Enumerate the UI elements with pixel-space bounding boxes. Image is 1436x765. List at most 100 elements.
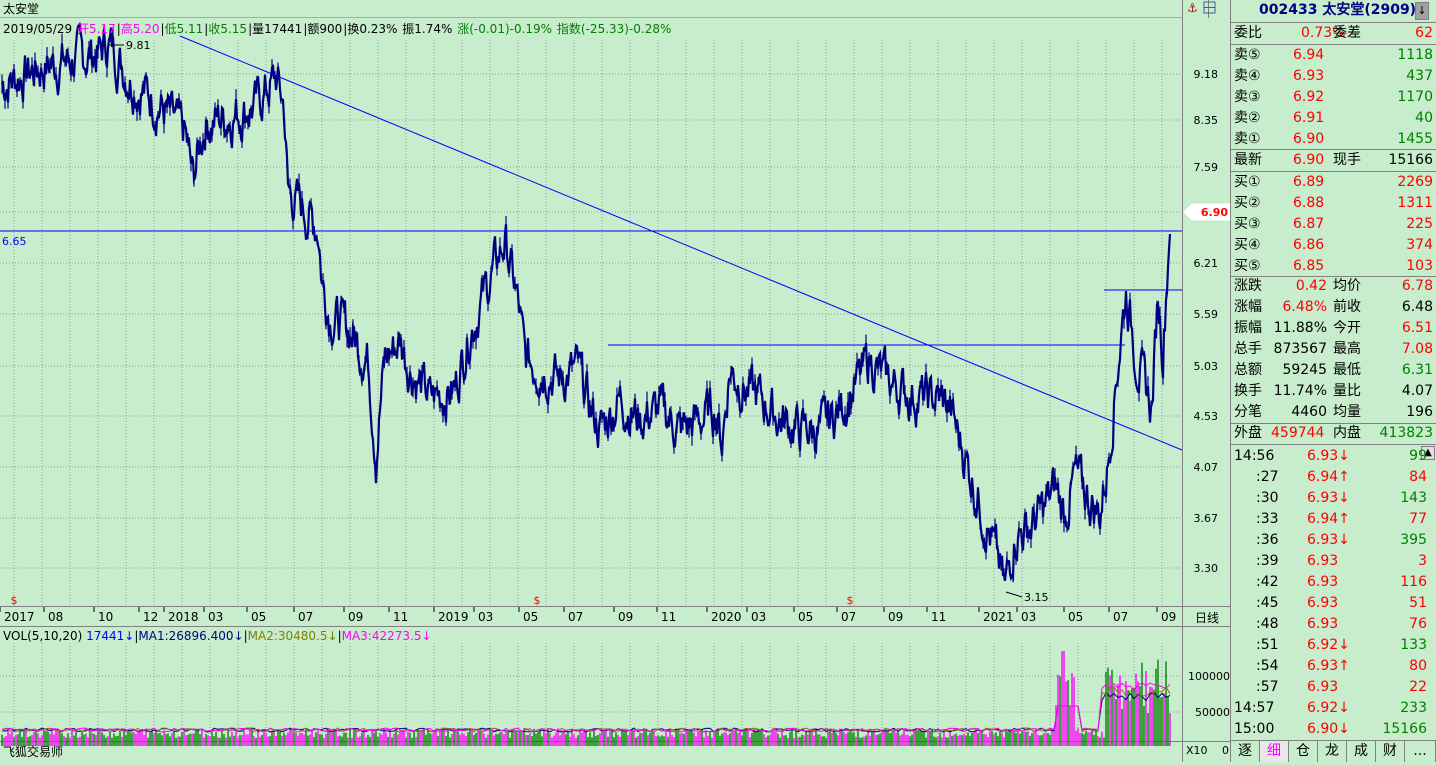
- stats-row: 振幅 11.88% 今开 6.51: [1231, 318, 1436, 339]
- tick-volume: 99: [1409, 448, 1427, 464]
- tick-row: :48 6.93 76: [1231, 614, 1436, 635]
- vol-ma1: MA1:26896.400↓: [138, 629, 244, 643]
- price-tick-label: 9.18: [1194, 68, 1219, 81]
- tick-price: 6.93: [1307, 553, 1339, 569]
- tick-price: 6.92↓: [1307, 637, 1350, 653]
- min-price-label: 3.15: [1024, 591, 1049, 604]
- quote-panel: 002433 太安堂(2909) ↓ 委比 0.73% 委差 62 卖⑤ 6.94…: [1230, 0, 1436, 762]
- stats-row: 换手 11.74% 量比 4.07: [1231, 381, 1436, 402]
- bid-label: 买④: [1234, 237, 1261, 253]
- panel-tab[interactable]: 逐: [1231, 741, 1260, 762]
- divider: [1231, 171, 1436, 172]
- stat-label: 均价: [1333, 278, 1361, 294]
- outer-inner-row: 外盘 459744 内盘 413823: [1231, 423, 1436, 444]
- tick-time: :48: [1256, 616, 1279, 632]
- stat-value: 196: [1406, 404, 1433, 420]
- date-tick-label: 05: [523, 610, 538, 624]
- price-tick-label: 7.59: [1194, 161, 1219, 174]
- ask-row: 卖⑤ 6.94 1118: [1231, 45, 1436, 66]
- ask-row: 卖① 6.90 1455: [1231, 129, 1436, 150]
- last-value: 6.90: [1293, 152, 1325, 168]
- panel-tab[interactable]: 龙: [1318, 741, 1347, 762]
- vol-ma2: MA2:30480.5↓: [247, 629, 338, 643]
- stat-value: 0.42: [1295, 278, 1327, 294]
- tick-time: 14:56: [1234, 448, 1275, 464]
- stats-row: 总手 873567 最高 7.08: [1231, 339, 1436, 360]
- date-tick-label: 09: [888, 610, 903, 624]
- scroll-up-icon[interactable]: ▲: [1421, 446, 1435, 460]
- last-label: 最新: [1234, 152, 1262, 168]
- stat-label: 涨跌: [1234, 278, 1262, 294]
- ask-label: 卖④: [1234, 68, 1261, 84]
- price-wicks: [1, 22, 1170, 583]
- date-tick-label: 03: [478, 610, 493, 624]
- date-tick-label: 08: [48, 610, 63, 624]
- panel-tab[interactable]: 财: [1376, 741, 1405, 762]
- vol-title: VOL(5,10,20): [3, 629, 83, 643]
- xianshou-label: 现手: [1333, 152, 1361, 168]
- weicha-label: 委差: [1333, 25, 1361, 41]
- ask-volume: 1118: [1397, 47, 1433, 63]
- panel-tab[interactable]: 成: [1347, 741, 1376, 762]
- stat-value: 11.88%: [1273, 320, 1327, 336]
- last-price-row: 最新 6.90 现手 15166: [1231, 150, 1436, 171]
- anchor-icon[interactable]: ⚓: [1187, 1, 1198, 15]
- tick-volume: 116: [1400, 574, 1427, 590]
- date-tick-label: 10: [98, 610, 113, 624]
- xianshou-value: 15166: [1388, 152, 1433, 168]
- tick-row: 14:57 6.92↓ 233: [1231, 698, 1436, 719]
- tick-time: :57: [1256, 679, 1279, 695]
- volume-bars: [1, 651, 1171, 746]
- weibi-row: 委比 0.73% 委差 62: [1231, 23, 1436, 44]
- tick-row: :54 6.93↑ 80: [1231, 656, 1436, 677]
- bid-price: 6.89: [1293, 174, 1325, 190]
- bid-row: 买① 6.89 2269: [1231, 172, 1436, 193]
- panel-tab[interactable]: 仓: [1289, 741, 1318, 762]
- price-tick-label: 6.21: [1194, 257, 1219, 270]
- bid-row: 买⑤ 6.85 103: [1231, 256, 1436, 277]
- stats-row: 涨跌 0.42 均价 6.78: [1231, 276, 1436, 297]
- date-tick-label: 03: [751, 610, 766, 624]
- divider: [1231, 423, 1436, 424]
- bid-row: 买④ 6.86 374: [1231, 235, 1436, 256]
- volume-indicator-bar: VOL(5,10,20) 17441↓|MA1:26896.400↓|MA2:3…: [3, 629, 432, 643]
- info-index: 指数(-25.33)-0.28%: [556, 22, 672, 36]
- zoom-label[interactable]: X10: [1186, 744, 1208, 757]
- panel-toggle-icon[interactable]: ↓: [1415, 2, 1429, 20]
- tick-time: :45: [1256, 595, 1279, 611]
- stats-row: 分笔 4460 均量 196: [1231, 402, 1436, 423]
- stat-label: 今开: [1333, 320, 1361, 336]
- tick-volume: 76: [1409, 616, 1427, 632]
- tick-volume: 77: [1409, 511, 1427, 527]
- ask-volume: 40: [1415, 110, 1433, 126]
- ask-price: 6.93: [1293, 68, 1325, 84]
- date-tick-label: 07: [841, 610, 856, 624]
- price-series: [0, 22, 1172, 582]
- date-tick-label: 07: [298, 610, 313, 624]
- bid-volume: 1311: [1397, 195, 1433, 211]
- panel-tab[interactable]: ...: [1405, 741, 1436, 762]
- kline-chart[interactable]: 9.18 8.35 7.59 6.90 6.21 5.59 5.03 4.53 4.07 3.67…: [0, 0, 1231, 762]
- ask-volume: 1455: [1397, 131, 1433, 147]
- tick-time: :39: [1256, 553, 1279, 569]
- tick-price: 6.93: [1307, 574, 1339, 590]
- tick-price: 6.90↓: [1307, 721, 1350, 737]
- bid-price: 6.88: [1293, 195, 1325, 211]
- stock-title: 太安堂: [3, 2, 40, 16]
- stats-row: 涨幅 6.48% 前收 6.48: [1231, 297, 1436, 318]
- bid-price: 6.87: [1293, 216, 1325, 232]
- date-tick-label: 03: [1021, 610, 1036, 624]
- stat-label: 量比: [1333, 383, 1361, 399]
- ask-price: 6.91: [1293, 110, 1325, 126]
- period-label[interactable]: 日线: [1195, 611, 1219, 625]
- tick-volume: 80: [1409, 658, 1427, 674]
- date-tick-label: 07: [1113, 610, 1128, 624]
- kline-chart-area[interactable]: 9.18 8.35 7.59 6.90 6.21 5.59 5.03 4.53 4.07 3.67…: [0, 0, 1231, 762]
- tick-price: 6.93↓: [1307, 532, 1350, 548]
- weicha-value: 62: [1415, 25, 1433, 41]
- panel-tab[interactable]: 细: [1260, 741, 1289, 762]
- tick-volume: 143: [1400, 490, 1427, 506]
- ohlc-info-bar: 2019/05/29 开5.17|高5.20|低5.11|收5.15|量1744…: [3, 22, 672, 36]
- info-open: 开5.17: [77, 22, 116, 36]
- price-tick-label: 4.07: [1194, 461, 1219, 474]
